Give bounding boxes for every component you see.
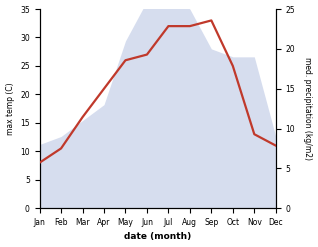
Y-axis label: max temp (C): max temp (C) (5, 82, 15, 135)
X-axis label: date (month): date (month) (124, 232, 191, 242)
Y-axis label: med. precipitation (kg/m2): med. precipitation (kg/m2) (303, 57, 313, 160)
